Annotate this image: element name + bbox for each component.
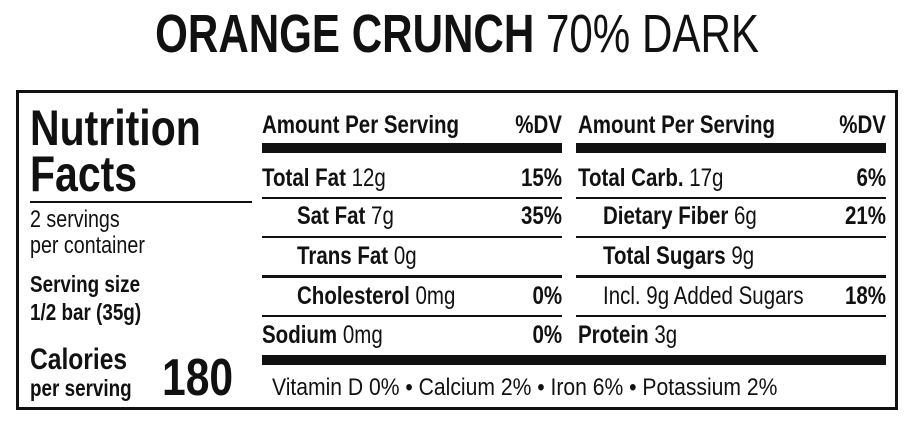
title-bold: ORANGE CRUNCH	[155, 4, 535, 64]
label-box	[16, 90, 898, 410]
calories-label: Calories	[30, 343, 128, 376]
nutrient-name: Sat Fat	[297, 202, 366, 230]
thick-bar	[262, 143, 562, 153]
dv-header: %DV	[839, 111, 886, 139]
footer: Vitamin D 0% • Calcium 2% • Iron 6% • Po…	[272, 374, 778, 401]
nutrient-row: Sat Fat 7g	[297, 202, 394, 230]
nutrient-row: Total Fat 12g	[262, 164, 386, 192]
nutrient-name: Protein	[578, 321, 649, 349]
heading: Facts	[30, 146, 138, 202]
nutrient-row: Incl. 9g Added Sugars	[603, 282, 804, 310]
row-rule	[262, 197, 562, 199]
nutrient-amount: 12g	[351, 164, 386, 192]
serving-size-label: Serving size	[30, 271, 141, 297]
nutrient-row: Protein 3g	[578, 321, 677, 349]
nutrient-amount: 0g	[393, 242, 417, 270]
title: ORANGE CRUNCH 70% DARK	[0, 2, 914, 66]
nutrient-dv: 15%	[520, 164, 562, 192]
row-rule	[262, 315, 562, 317]
calories: 180	[162, 349, 234, 407]
nutrient-name: Dietary Fiber	[603, 202, 729, 230]
nutrient-amount: 9g	[731, 242, 755, 270]
serving-size: 1/2 bar (35g)	[30, 299, 142, 325]
nutrient-name: Total Carb.	[578, 164, 684, 192]
thick-bar	[576, 143, 886, 153]
nutrient-amount: 3g	[654, 321, 678, 349]
row-rule	[262, 275, 562, 278]
servings: 2 servings	[30, 206, 120, 233]
nutrient-amount: 17g	[689, 164, 724, 192]
nutrient-amount: 7g	[371, 202, 394, 230]
calories-sub: per serving	[30, 375, 132, 401]
nutrient-name: Cholesterol	[297, 282, 410, 310]
nutrient-dv: 18%	[844, 282, 886, 310]
nutrient-row: Dietary Fiber 6g	[603, 202, 757, 230]
servings: per container	[30, 232, 145, 259]
nutrient-name: Total Fat	[262, 164, 346, 192]
nutrient-amount: 0mg	[415, 282, 456, 310]
nutrient-row: Trans Fat 0g	[297, 242, 417, 270]
row-rule	[262, 236, 562, 238]
nutrient-dv: 0%	[532, 282, 562, 310]
nutrient-amount: 0mg	[342, 321, 383, 349]
nutrient-row: Cholesterol 0mg	[297, 282, 455, 310]
nutrient-dv: 6%	[856, 164, 886, 192]
nutrient-dv: 21%	[844, 202, 886, 230]
row-rule	[576, 315, 886, 317]
nutrient-name: Trans Fat	[297, 242, 389, 270]
divider	[30, 201, 252, 203]
column-header: Amount Per Serving	[578, 111, 776, 139]
nutrient-dv: 35%	[520, 202, 562, 230]
nutrient-amount: 6g	[734, 202, 757, 230]
nutrient-name: Incl. 9g Added Sugars	[603, 282, 804, 310]
dv-header: %DV	[515, 111, 562, 139]
row-rule	[576, 275, 886, 278]
nutrient-name: Sodium	[262, 321, 338, 349]
row-rule	[576, 197, 886, 199]
column-header: Amount Per Serving	[262, 111, 460, 139]
row-rule	[576, 236, 886, 238]
title-light: 70% DARK	[545, 4, 759, 64]
nutrient-row: Total Carb. 17g	[578, 164, 723, 192]
heading: Nutrition	[30, 100, 201, 156]
nutrient-name: Total Sugars	[603, 242, 726, 270]
nutrient-dv: 0%	[532, 321, 562, 349]
thick-bar	[262, 355, 886, 365]
nutrient-row: Total Sugars 9g	[603, 242, 754, 270]
nutrient-row: Sodium 0mg	[262, 321, 383, 349]
